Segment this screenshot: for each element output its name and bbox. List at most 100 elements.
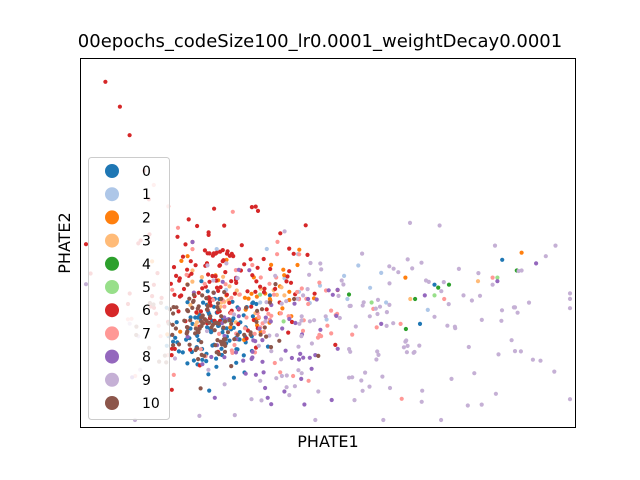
- scatter-point-class-6: [169, 353, 174, 358]
- scatter-point-class-9: [384, 323, 389, 328]
- scatter-point-class-6: [117, 104, 122, 109]
- scatter-point-class-10: [176, 342, 182, 347]
- scatter-point-class-9: [319, 267, 324, 272]
- legend-label-4: 4: [142, 257, 151, 273]
- scatter-point-class-6: [255, 208, 261, 213]
- scatter-point-class-10: [229, 364, 234, 369]
- scatter-point-class-9: [375, 311, 380, 317]
- scatter-point-class-0: [185, 300, 190, 305]
- x-axis-label: PHATE1: [297, 432, 358, 451]
- scatter-point-class-6: [193, 263, 198, 268]
- scatter-point-class-0: [171, 339, 176, 344]
- scatter-point-class-6: [244, 336, 249, 341]
- scatter-point-class-8: [243, 371, 248, 376]
- scatter-point-class-3: [234, 288, 239, 293]
- scatter-point-class-10: [216, 352, 222, 357]
- scatter-point-class-6: [245, 289, 250, 294]
- scatter-point-class-2: [249, 291, 254, 296]
- scatter-point-class-9: [530, 357, 536, 362]
- scatter-point-class-10: [173, 326, 178, 331]
- scatter-point-class-7: [261, 329, 266, 335]
- scatter-point-class-1: [345, 296, 350, 302]
- scatter-point-class-9: [363, 370, 368, 375]
- scatter-point-class-9: [441, 280, 446, 285]
- scatter-point-class-6: [253, 204, 258, 209]
- scatter-point-class-0: [231, 325, 236, 330]
- legend-marker-9: [105, 372, 119, 387]
- scatter-point-class-7: [278, 370, 283, 375]
- scatter-point-class-9: [297, 321, 302, 326]
- scatter-point-class-10: [196, 304, 201, 309]
- scatter-point-class-7: [272, 360, 277, 366]
- legend-label-10: 10: [142, 396, 160, 412]
- scatter-point-class-3: [227, 284, 232, 289]
- scatter-point-class-9: [516, 268, 521, 274]
- scatter-point-class-7: [306, 301, 311, 307]
- scatter-point-class-1: [379, 270, 384, 275]
- scatter-point-class-5: [258, 292, 263, 297]
- scatter-point-class-0: [432, 282, 437, 287]
- scatter-point-class-10: [213, 343, 218, 348]
- scatter-point-class-9: [360, 388, 365, 393]
- scatter-point-class-7: [319, 334, 324, 339]
- scatter-point-class-10: [258, 332, 263, 337]
- scatter-point-class-10: [219, 342, 224, 347]
- scatter-point-class-9: [341, 282, 346, 287]
- scatter-point-class-0: [234, 347, 239, 352]
- legend-marker-7: [105, 326, 119, 341]
- scatter-point-class-1: [342, 273, 347, 278]
- scatter-point-class-8: [219, 321, 225, 326]
- scatter-point-class-10: [171, 311, 176, 316]
- scatter-point-class-8: [185, 334, 190, 339]
- scatter-point-class-6: [239, 243, 244, 248]
- scatter-point-class-8: [329, 397, 334, 403]
- scatter-point-class-9: [512, 349, 518, 354]
- scatter-point-class-4: [413, 296, 418, 302]
- scatter-point-class-9: [301, 293, 306, 298]
- scatter-point-class-9: [515, 310, 520, 315]
- scatter-point-class-9: [339, 278, 344, 283]
- scatter-point-class-6: [169, 387, 174, 392]
- scatter-point-class-9: [466, 344, 471, 350]
- scatter-point-class-0: [237, 337, 242, 342]
- scatter-point-class-8: [241, 358, 246, 363]
- scatter-point-class-6: [312, 291, 317, 296]
- scatter-point-class-0: [227, 338, 232, 343]
- scatter-point-class-6: [188, 347, 193, 352]
- scatter-point-class-2: [519, 250, 524, 255]
- scatter-point-class-9: [350, 375, 355, 380]
- scatter-point-class-6: [186, 217, 191, 222]
- scatter-point-class-7: [350, 332, 355, 337]
- scatter-point-class-9: [417, 343, 422, 348]
- scatter-point-class-10: [170, 332, 175, 337]
- scatter-point-class-0: [199, 279, 204, 284]
- scatter-point-class-5: [369, 300, 374, 305]
- scatter-point-class-6: [287, 269, 292, 274]
- scatter-point-class-1: [258, 300, 263, 305]
- scatter-point-class-7: [297, 252, 302, 257]
- legend-label-1: 1: [142, 187, 151, 203]
- scatter-point-class-6: [229, 251, 234, 256]
- scatter-point-class-8: [247, 268, 252, 273]
- scatter-point-class-8: [265, 395, 270, 400]
- scatter-point-class-10: [211, 290, 216, 295]
- scatter-point-class-9: [461, 293, 466, 298]
- scatter-point-class-7: [256, 314, 261, 320]
- scatter-point-class-9: [299, 334, 304, 339]
- scatter-point-class-6: [213, 274, 218, 279]
- scatter-point-class-0: [205, 325, 210, 330]
- scatter-point-class-3: [193, 323, 198, 328]
- scatter-point-class-6: [289, 319, 295, 325]
- scatter-point-class-10: [205, 304, 210, 309]
- scatter-point-class-6: [198, 309, 203, 314]
- scatter-point-class-6: [288, 280, 294, 285]
- scatter-point-class-9: [284, 373, 289, 378]
- scatter-point-class-9: [309, 341, 314, 346]
- scatter-point-class-6: [220, 248, 225, 253]
- scatter-point-class-7: [223, 282, 228, 287]
- scatter-point-class-3: [279, 285, 284, 290]
- scatter-point-class-6: [175, 234, 180, 239]
- scatter-point-class-9: [476, 271, 481, 276]
- scatter-point-class-7: [232, 342, 237, 348]
- scatter-point-class-9: [477, 293, 483, 298]
